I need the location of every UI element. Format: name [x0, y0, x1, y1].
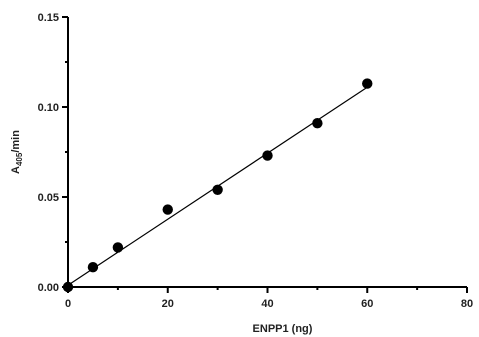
x-tick-label: 0 — [65, 298, 71, 310]
x-tick-label: 60 — [361, 298, 373, 310]
data-point — [112, 242, 124, 253]
x-axis-label: ENPP1 (ng) — [253, 323, 313, 335]
data-point — [62, 281, 74, 293]
data-point — [312, 118, 323, 129]
x-tick-label: 40 — [261, 298, 273, 310]
y-tick-label: 0.10 — [38, 102, 59, 114]
data-point — [262, 150, 273, 161]
y-axis-label-unit: /min — [10, 130, 22, 153]
y-tick-label: 0.00 — [38, 282, 59, 294]
y-axis-label-main: A — [10, 166, 22, 174]
y-tick-label: 0.15 — [38, 12, 59, 24]
y-axis-ticks: 0.00 0.05 0.10 0.15 — [38, 12, 68, 294]
data-points — [62, 78, 373, 293]
y-tick-label: 0.05 — [38, 192, 59, 204]
x-tick-label: 20 — [162, 298, 174, 310]
data-point — [212, 184, 223, 195]
data-point — [162, 204, 173, 215]
x-axis-ticks: 0 20 40 60 80 — [65, 287, 473, 310]
x-tick-label: 80 — [461, 298, 473, 310]
data-point — [87, 262, 99, 273]
data-point — [362, 78, 373, 89]
y-axis-label: A405/min — [10, 130, 24, 174]
y-axis-label-subscript: 405 — [15, 152, 24, 166]
